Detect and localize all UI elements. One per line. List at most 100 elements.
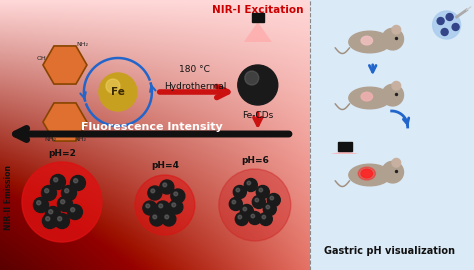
Circle shape [67, 204, 82, 220]
Circle shape [266, 205, 270, 209]
Circle shape [171, 189, 185, 203]
Circle shape [262, 215, 265, 219]
Text: Fe-CDs: Fe-CDs [242, 111, 273, 120]
Circle shape [392, 82, 401, 90]
Circle shape [162, 212, 176, 226]
Text: Hydrothermal: Hydrothermal [164, 82, 226, 91]
Circle shape [73, 179, 78, 183]
Circle shape [382, 161, 403, 183]
Circle shape [160, 180, 174, 194]
Circle shape [233, 185, 246, 198]
Circle shape [163, 183, 167, 187]
Text: NIR-II Emission: NIR-II Emission [4, 166, 13, 231]
Circle shape [232, 200, 236, 204]
Circle shape [49, 210, 53, 214]
Text: NH₂: NH₂ [74, 137, 86, 142]
Circle shape [71, 208, 75, 212]
Circle shape [99, 73, 137, 111]
Circle shape [159, 204, 163, 208]
Circle shape [382, 28, 403, 50]
Circle shape [238, 65, 278, 105]
Circle shape [41, 185, 56, 201]
Circle shape [34, 197, 48, 212]
Text: pH=2: pH=2 [48, 149, 76, 158]
Circle shape [174, 192, 178, 196]
Polygon shape [244, 22, 272, 42]
Polygon shape [43, 46, 87, 84]
Circle shape [55, 214, 70, 228]
Ellipse shape [361, 169, 373, 178]
Circle shape [61, 200, 65, 204]
Circle shape [259, 212, 272, 225]
Ellipse shape [358, 167, 375, 180]
Circle shape [146, 204, 150, 208]
Polygon shape [43, 103, 87, 141]
Text: NH₂: NH₂ [76, 42, 88, 47]
Circle shape [156, 201, 170, 215]
Text: pH=4: pH=4 [151, 161, 179, 170]
Circle shape [245, 71, 259, 85]
Ellipse shape [361, 92, 373, 101]
Circle shape [150, 212, 164, 226]
Circle shape [45, 189, 49, 193]
Circle shape [50, 174, 65, 190]
Circle shape [382, 84, 403, 106]
Circle shape [244, 178, 257, 191]
Circle shape [441, 29, 448, 35]
Circle shape [169, 200, 183, 214]
Circle shape [153, 215, 157, 219]
Text: Fe: Fe [111, 87, 125, 97]
Circle shape [229, 197, 242, 211]
Circle shape [270, 196, 273, 200]
Ellipse shape [349, 87, 391, 109]
Circle shape [235, 212, 248, 225]
Text: 180 °C: 180 °C [179, 65, 210, 74]
Circle shape [252, 195, 265, 208]
Text: OH: OH [37, 56, 47, 61]
Circle shape [43, 214, 57, 228]
Circle shape [36, 201, 41, 205]
Text: Gastric pH visualization: Gastric pH visualization [324, 246, 455, 256]
Circle shape [151, 189, 155, 193]
FancyBboxPatch shape [337, 142, 352, 151]
Circle shape [58, 217, 62, 221]
Circle shape [62, 185, 76, 201]
Text: NH₂: NH₂ [44, 137, 56, 142]
Circle shape [219, 169, 291, 241]
Text: NIR-I Excitation: NIR-I Excitation [212, 5, 303, 15]
Circle shape [22, 162, 102, 242]
Ellipse shape [349, 164, 391, 186]
Circle shape [437, 18, 444, 25]
Circle shape [259, 188, 263, 192]
Circle shape [255, 198, 259, 202]
Circle shape [240, 204, 253, 218]
Circle shape [46, 207, 61, 221]
Ellipse shape [349, 31, 391, 53]
Circle shape [64, 189, 69, 193]
Circle shape [392, 25, 401, 34]
Circle shape [263, 202, 276, 215]
Text: Fluorescence Intensity: Fluorescence Intensity [81, 122, 223, 132]
Circle shape [267, 194, 280, 207]
Circle shape [71, 176, 85, 191]
Circle shape [57, 197, 73, 211]
Circle shape [238, 215, 242, 219]
Circle shape [54, 178, 58, 182]
Circle shape [248, 211, 261, 224]
Circle shape [106, 79, 120, 93]
Circle shape [143, 201, 157, 215]
Circle shape [236, 188, 240, 192]
Circle shape [256, 185, 269, 198]
Circle shape [135, 175, 195, 235]
Circle shape [243, 207, 246, 211]
Circle shape [172, 203, 176, 207]
Circle shape [165, 215, 169, 219]
Circle shape [46, 217, 50, 221]
Polygon shape [331, 151, 359, 154]
Circle shape [148, 186, 162, 200]
Circle shape [452, 23, 459, 31]
Circle shape [446, 14, 453, 21]
Circle shape [251, 214, 255, 218]
Text: pH=6: pH=6 [241, 156, 269, 165]
Circle shape [247, 181, 251, 185]
